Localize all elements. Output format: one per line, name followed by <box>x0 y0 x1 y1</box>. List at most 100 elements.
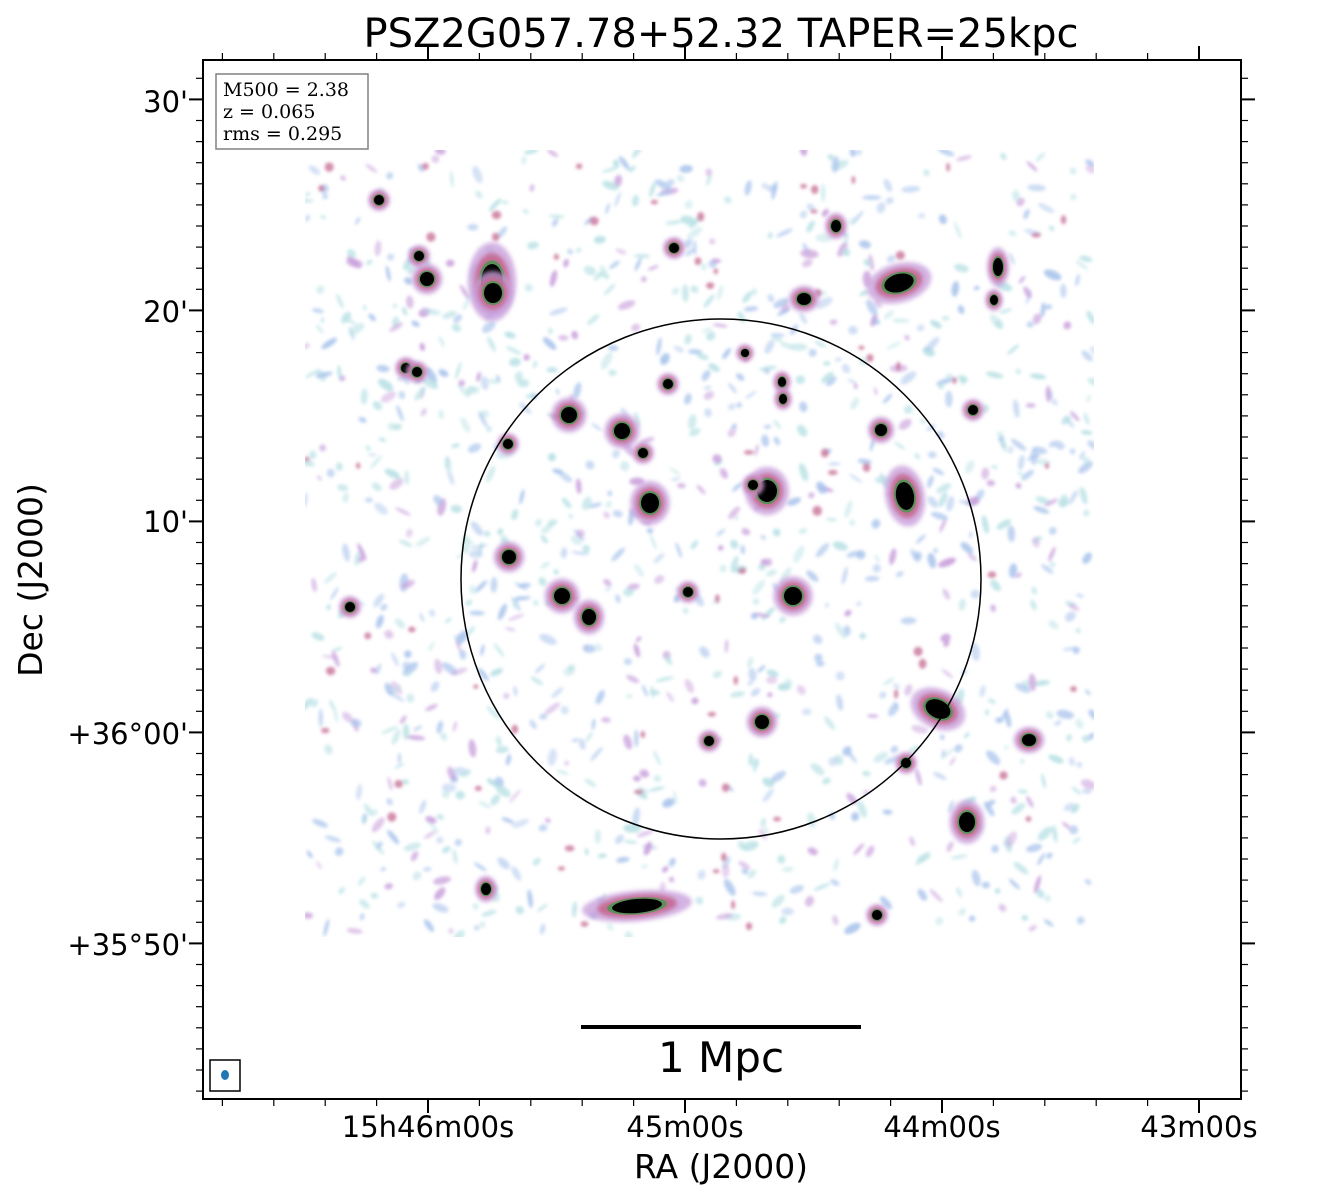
noise-blob <box>1014 683 1031 694</box>
noise-blob <box>611 547 625 562</box>
noise-blob <box>770 770 786 783</box>
noise-blob <box>397 752 401 764</box>
noise-blob <box>460 417 471 433</box>
noise-blob <box>648 786 665 792</box>
noise-blob <box>428 609 436 617</box>
noise-blob <box>551 218 559 227</box>
noise-blob <box>539 713 548 720</box>
noise-blob <box>305 492 308 508</box>
noise-blob <box>620 461 630 472</box>
noise-blob <box>1088 709 1094 720</box>
noise-blob <box>1011 438 1027 451</box>
radio-source <box>949 800 985 844</box>
noise-blob <box>491 232 500 242</box>
radio-source <box>1013 726 1045 754</box>
noise-blob <box>363 803 374 817</box>
noise-blob <box>842 746 852 756</box>
noise-blob <box>462 293 472 311</box>
noise-blob <box>389 478 404 490</box>
noise-blob <box>849 519 856 526</box>
source-contour <box>797 293 811 305</box>
noise-blob <box>359 899 370 909</box>
noise-blob <box>481 909 497 917</box>
noise-blob <box>438 409 444 420</box>
source-contour <box>1022 734 1036 746</box>
noise-blob <box>949 756 956 766</box>
noise-blob <box>636 830 654 838</box>
noise-blob <box>402 779 410 785</box>
noise-blob <box>695 896 704 905</box>
noise-blob <box>700 263 707 271</box>
noise-blob <box>370 892 379 899</box>
noise-blob <box>1087 440 1094 450</box>
noise-blob <box>824 716 836 731</box>
noise-blob <box>1013 862 1029 875</box>
noise-blob <box>425 367 437 384</box>
noise-blob <box>515 906 525 915</box>
noise-blob <box>527 241 539 250</box>
noise-blob <box>605 584 612 592</box>
noise-blob <box>513 686 518 697</box>
noise-blob <box>341 311 352 324</box>
noise-blob <box>675 542 682 558</box>
noise-blob <box>1076 916 1085 925</box>
noise-blob <box>834 357 842 362</box>
noise-blob <box>770 333 785 338</box>
radio-source <box>497 433 519 455</box>
noise-blob <box>521 156 527 165</box>
noise-blob <box>470 544 489 550</box>
noise-blob <box>538 577 547 586</box>
noise-blob <box>853 382 858 390</box>
source-contour <box>420 272 434 286</box>
noise-blob <box>305 458 315 467</box>
noise-blob <box>829 319 838 325</box>
noise-blob <box>937 150 955 157</box>
noise-blob <box>373 593 385 608</box>
noise-blob <box>650 199 658 205</box>
noise-blob <box>916 534 926 544</box>
noise-blob <box>310 699 319 708</box>
noise-blob <box>832 541 848 551</box>
noise-blob <box>451 443 461 448</box>
noise-blob <box>591 422 602 431</box>
source-contour <box>875 424 887 436</box>
noise-blob <box>386 253 395 261</box>
noise-blob <box>618 156 630 170</box>
noise-blob <box>1081 788 1092 794</box>
noise-blob <box>766 675 778 684</box>
noise-blob <box>490 794 501 806</box>
noise-blob <box>454 633 469 642</box>
noise-blob <box>1086 310 1094 325</box>
noise-blob <box>474 785 482 792</box>
noise-blob <box>419 342 426 352</box>
noise-blob <box>387 776 393 791</box>
source-contour <box>638 448 648 458</box>
noise-blob <box>1071 786 1082 795</box>
noise-blob <box>918 213 926 219</box>
noise-blob <box>580 921 589 927</box>
noise-blob <box>509 357 521 367</box>
noise-blob <box>323 918 330 937</box>
noise-blob <box>818 486 825 494</box>
noise-blob <box>540 561 550 569</box>
source-contour <box>925 699 951 719</box>
noise-blob <box>490 577 498 593</box>
noise-blob <box>394 779 404 788</box>
noise-blob <box>306 850 313 859</box>
noise-blob <box>612 449 620 459</box>
noise-blob <box>639 769 650 778</box>
noise-blob <box>859 632 866 640</box>
noise-blob <box>713 268 719 275</box>
noise-blob <box>1009 252 1015 266</box>
noise-blob <box>784 678 793 687</box>
noise-blob <box>969 531 973 539</box>
noise-blob <box>634 257 642 272</box>
noise-blob <box>696 352 709 360</box>
noise-blob <box>773 419 782 430</box>
noise-blob <box>937 382 945 390</box>
noise-blob <box>985 799 996 807</box>
noise-blob <box>981 881 990 889</box>
noise-blob <box>378 378 394 391</box>
source-contour <box>993 258 1003 276</box>
noise-blob <box>408 626 416 633</box>
